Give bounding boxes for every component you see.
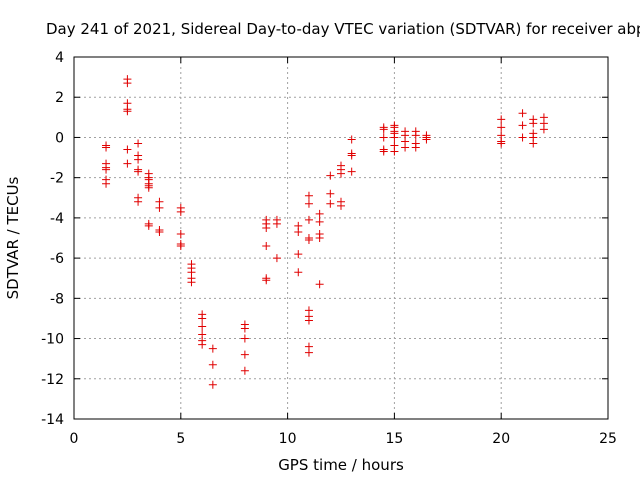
data-point: [102, 143, 111, 152]
data-point: [347, 151, 356, 160]
data-point: [134, 197, 143, 206]
data-point: [155, 227, 164, 236]
data-point: [497, 115, 506, 124]
data-point: [411, 143, 420, 152]
data-point: [208, 380, 217, 389]
data-point: [208, 344, 217, 353]
data-point: [102, 165, 111, 174]
data-point: [123, 107, 132, 116]
y-tick-label: -2: [50, 171, 64, 187]
data-point: [198, 314, 207, 323]
data-point: [337, 201, 345, 210]
data-point: [315, 209, 324, 218]
y-axis-title: SDTVAR / TECUs: [4, 176, 22, 299]
y-tick-label: 2: [55, 90, 64, 106]
data-point: [123, 159, 132, 168]
data-point: [326, 199, 335, 208]
x-tick-label: 5: [176, 431, 185, 447]
data-point: [304, 191, 313, 200]
data-point: [262, 242, 271, 251]
data-point: [262, 223, 271, 232]
data-point: [123, 145, 132, 154]
data-point: [304, 199, 313, 208]
data-point: [422, 135, 431, 144]
x-tick-label: 20: [492, 431, 510, 447]
data-point: [123, 79, 132, 88]
data-point: [240, 366, 249, 375]
data-point: [497, 123, 506, 132]
data-point: [198, 340, 207, 349]
data-point: [176, 242, 185, 251]
data-point: [337, 169, 345, 178]
data-points: [102, 75, 548, 389]
data-point: [240, 350, 249, 359]
y-tick-label: -6: [50, 251, 64, 267]
data-point: [518, 133, 527, 142]
data-point: [390, 133, 399, 142]
data-point: [134, 155, 143, 164]
data-point: [134, 139, 143, 148]
data-point: [315, 234, 324, 242]
data-point: [272, 219, 281, 228]
data-point: [347, 167, 356, 176]
data-point: [144, 183, 153, 192]
data-point: [379, 147, 388, 156]
x-tick-label: 0: [70, 431, 79, 447]
data-point: [411, 131, 420, 140]
data-point: [315, 217, 324, 226]
data-point: [379, 133, 388, 142]
data-point: [304, 236, 313, 245]
data-point: [304, 316, 313, 325]
data-point: [155, 203, 164, 212]
data-point: [272, 254, 281, 263]
data-point: [304, 215, 313, 224]
data-point: [144, 221, 153, 230]
data-point: [102, 179, 111, 188]
plot-frame: [73, 56, 609, 420]
data-point: [134, 167, 143, 176]
grid-lines: [74, 57, 608, 419]
data-point: [198, 322, 207, 331]
data-point: [294, 268, 303, 277]
data-point: [240, 334, 249, 343]
x-tick-label: 10: [279, 431, 297, 447]
data-point: [390, 147, 399, 156]
data-point: [539, 125, 548, 134]
data-point: [208, 360, 217, 369]
data-point: [326, 189, 335, 198]
x-tick-label: 25: [599, 431, 617, 447]
data-point: [240, 324, 249, 333]
y-tick-label: -8: [50, 291, 64, 307]
data-point: [176, 207, 185, 216]
data-point: [304, 348, 313, 357]
data-point: [187, 278, 196, 287]
y-tick-label: -4: [50, 211, 64, 227]
chart-title: Day 241 of 2021, Sidereal Day-to-day VTE…: [46, 20, 640, 38]
y-tick-label: 4: [55, 50, 64, 66]
x-axis-title: GPS time / hours: [278, 456, 404, 474]
data-point: [315, 280, 324, 289]
data-point: [347, 135, 356, 144]
data-point: [518, 109, 527, 118]
y-tick-label: 0: [55, 130, 64, 146]
data-point: [176, 229, 185, 238]
x-tick-label: 15: [385, 431, 403, 447]
data-point: [401, 143, 410, 152]
data-point: [294, 250, 303, 259]
data-point: [262, 276, 271, 285]
data-point: [379, 125, 388, 134]
data-point: [294, 227, 303, 236]
data-point: [497, 139, 506, 148]
axis-ticks: 0 5 10 15 20 25 -14 -12 -10 -8 -6 -4 -2 0 2 4: [41, 50, 617, 447]
data-point: [326, 171, 335, 180]
y-tick-label: -14: [41, 412, 64, 428]
data-point: [529, 119, 538, 128]
y-tick-label: -10: [41, 332, 64, 348]
data-point: [518, 121, 527, 130]
data-point: [529, 139, 538, 148]
y-tick-label: -12: [41, 372, 64, 388]
